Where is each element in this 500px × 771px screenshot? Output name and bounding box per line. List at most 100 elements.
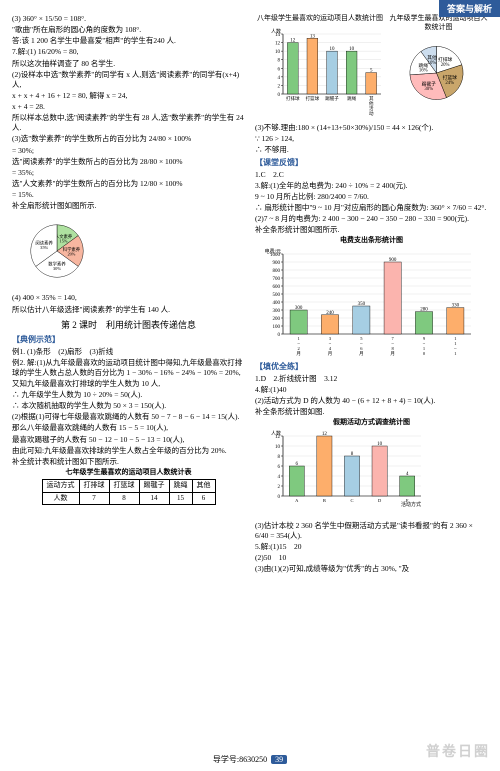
bar — [372, 446, 387, 496]
heading-practice: 【填优全练】 — [255, 362, 488, 373]
table-header-cell: 打篮球 — [109, 480, 139, 492]
svg-text:900: 900 — [273, 261, 281, 266]
svg-text:其他活动: 其他活动 — [369, 96, 374, 116]
text-line: 由此可知:九年级最喜欢排球的学生人数占全年级的百分比为 20%. — [12, 446, 245, 456]
svg-text:11~12月: 11~12月 — [453, 336, 458, 356]
left-column: (3) 360° × 15/50 = 108°."歌曲"所在扇形的圆心角的度数为… — [12, 14, 245, 576]
svg-text:200: 200 — [273, 317, 281, 322]
bar — [289, 466, 304, 496]
heading-examples: 【典例示范】 — [12, 335, 245, 346]
text-line: ∴ 本次随机抽取的学生人数为 50 × 3 = 150(人). — [12, 401, 245, 411]
bar-chart-holiday: 024681012人数6A12B8C10D4E活动方式 — [255, 428, 425, 518]
bar-chart-grade8: 02468101214人数12打排球13打篮球10踢毽子10跳绳5其他活动 — [255, 26, 385, 116]
bar — [317, 436, 332, 496]
right-text-c: 1.D 2.折线统计图 3.124.解:(1)40(2)活动方式为 D 的人数为… — [255, 374, 488, 418]
svg-text:1~2月: 1~2月 — [296, 336, 301, 356]
bar — [346, 52, 357, 95]
text-line: 那么八年级最喜欢跳绳的人数有 15 − 5 = 10(人), — [12, 423, 245, 433]
left-text-c: 例1. (1)条形 (2)扇形 (3)折线例2. 解:(1)从九年级最喜欢的运动… — [12, 347, 245, 467]
svg-text:10: 10 — [275, 445, 281, 450]
svg-text:350: 350 — [358, 302, 366, 307]
page-content: (3) 360° × 15/50 = 108°."歌曲"所在扇形的圆心角的度数为… — [0, 0, 500, 584]
text-line: 9 ~ 10 月所占比例: 280/2400 = 7/60. — [255, 192, 488, 202]
left-text-a: (3) 360° × 15/50 = 108°."歌曲"所在扇形的圆心角的度数为… — [12, 14, 245, 211]
svg-text:240: 240 — [326, 311, 334, 316]
bar — [366, 73, 377, 94]
svg-text:打篮球: 打篮球 — [306, 95, 320, 101]
svg-text:踢毽子: 踢毽子 — [325, 95, 339, 102]
table-header-cell: 打排球 — [79, 480, 109, 492]
svg-text:12: 12 — [275, 42, 281, 47]
right-text-a: (3)不够.理由:180 × (14+13+50×30%)/150 = 44 ×… — [255, 123, 488, 155]
bar-fee-title: 电费支出条形统计图 — [255, 236, 488, 245]
text-line: = 30%; — [12, 146, 245, 156]
svg-text:2: 2 — [278, 85, 281, 90]
right-column: 八年级学生最喜欢的运动项目人数统计图 02468101214人数12打排球13打… — [255, 14, 488, 576]
text-line: = 15%. — [12, 190, 245, 200]
bar — [307, 39, 318, 95]
svg-text:C: C — [350, 498, 353, 503]
bar — [400, 476, 415, 496]
text-line: 补全条形统计图如图. — [255, 407, 488, 417]
svg-text:电费/元: 电费/元 — [265, 248, 281, 255]
bar — [290, 310, 307, 334]
pie-chart-grade9: 打排球20%打篮球24%踢毽子30%跳绳16%其他10% — [389, 33, 484, 113]
text-line: 3.解:(1)全年的总电费为: 240 ÷ 10% = 2 400(元). — [255, 181, 488, 191]
text-line: x + x + 4 + 16 + 12 = 80, 解得 x = 24, — [12, 91, 245, 101]
bar-holiday-title: 假期活动方式调查统计图 — [255, 418, 488, 427]
section-2-title: 第 2 课时 利用统计图表传递信息 — [12, 319, 245, 331]
heading-feedback: 【课堂反馈】 — [255, 158, 488, 169]
text-line: 1.D 2.折线统计图 3.12 — [255, 374, 488, 384]
page-number: 39 — [271, 755, 287, 764]
svg-text:跳绳: 跳绳 — [347, 95, 356, 102]
watermark: 普卷日圈 — [426, 741, 490, 761]
guide-code: 导学号:8630250 — [213, 755, 267, 764]
table-cell: 8 — [109, 492, 139, 504]
svg-text:330: 330 — [452, 304, 460, 309]
svg-text:10: 10 — [275, 51, 281, 56]
table-cell: 6 — [192, 492, 215, 504]
text-line: (3)估计本校 2 360 名学生中假期活动方式是"读书看报"的有 2 360 … — [255, 521, 488, 541]
table-header-cell: 跳绳 — [169, 480, 192, 492]
bar — [344, 456, 359, 496]
text-line: (2)50 10 — [255, 553, 488, 563]
table-title-grade7: 七年级学生最喜欢的运动项目人数统计表 — [12, 468, 245, 477]
text-line: ∴ 不够用. — [255, 145, 488, 155]
pie-label: 其他10% — [427, 54, 437, 66]
table-header-cell: 踢毽子 — [139, 480, 169, 492]
header-tab: 答案与解析 — [439, 0, 500, 17]
right-text-d: (3)估计本校 2 360 名学生中假期活动方式是"读书看报"的有 2 360 … — [255, 521, 488, 575]
svg-text:8: 8 — [278, 455, 281, 460]
svg-text:2: 2 — [278, 485, 281, 490]
text-line: 又知九年级最喜欢打排球的学生人数为 10 人, — [12, 379, 245, 389]
text-line: 4.解:(1)40 — [255, 385, 488, 395]
table-header-cell: 运动方式 — [42, 480, 79, 492]
svg-text:打排球: 打排球 — [286, 95, 300, 102]
bar8-title: 八年级学生最喜欢的运动项目人数统计图 — [255, 14, 385, 23]
text-line: 所以这次抽样调查了 80 名学生. — [12, 59, 245, 69]
text-line: (3)不够.理由:180 × (14+13+50×30%)/150 = 44 ×… — [255, 123, 488, 133]
svg-text:10: 10 — [377, 442, 383, 447]
text-line: (2)设样本中选"数学素养"的同学有 x 人,则选"阅读素养"的同学有(x+4)… — [12, 70, 245, 90]
svg-text:3~4月: 3~4月 — [328, 336, 333, 356]
bar-chart-electricity: 01002003004005006007008009001000电费/元3001… — [255, 246, 475, 356]
svg-text:B: B — [323, 498, 326, 503]
text-line: 5.解:(1)15 20 — [255, 542, 488, 552]
svg-text:400: 400 — [273, 301, 281, 306]
svg-text:10: 10 — [330, 48, 336, 53]
svg-text:A: A — [295, 498, 299, 503]
svg-text:300: 300 — [295, 306, 303, 311]
text-line: 选"阅读素养"的学生数所占的百分比为 28/80 × 100% — [12, 157, 245, 167]
svg-text:8: 8 — [278, 59, 281, 64]
text-line: 所以估计八年级选择"阅读素养"的学生有 140 人. — [12, 305, 245, 315]
svg-text:300: 300 — [273, 309, 281, 314]
pie-chart-literacy: 人文素养15%科学素养20%数学素养30%阅读素养35% — [12, 216, 102, 286]
bar — [321, 315, 338, 334]
table-cell: 7 — [79, 492, 109, 504]
text-line: 1.C 2.C — [255, 170, 488, 180]
text-line: ∴ 扇形统计图中"9 ~ 10 月"对应扇形的圆心角度数为: 360° × 7/… — [255, 203, 488, 213]
svg-text:0: 0 — [278, 333, 281, 338]
svg-text:0: 0 — [278, 93, 281, 98]
svg-text:900: 900 — [389, 258, 397, 263]
grade7-table: 运动方式打排球打篮球踢毽子跳绳其他 人数7814156 — [42, 479, 216, 505]
